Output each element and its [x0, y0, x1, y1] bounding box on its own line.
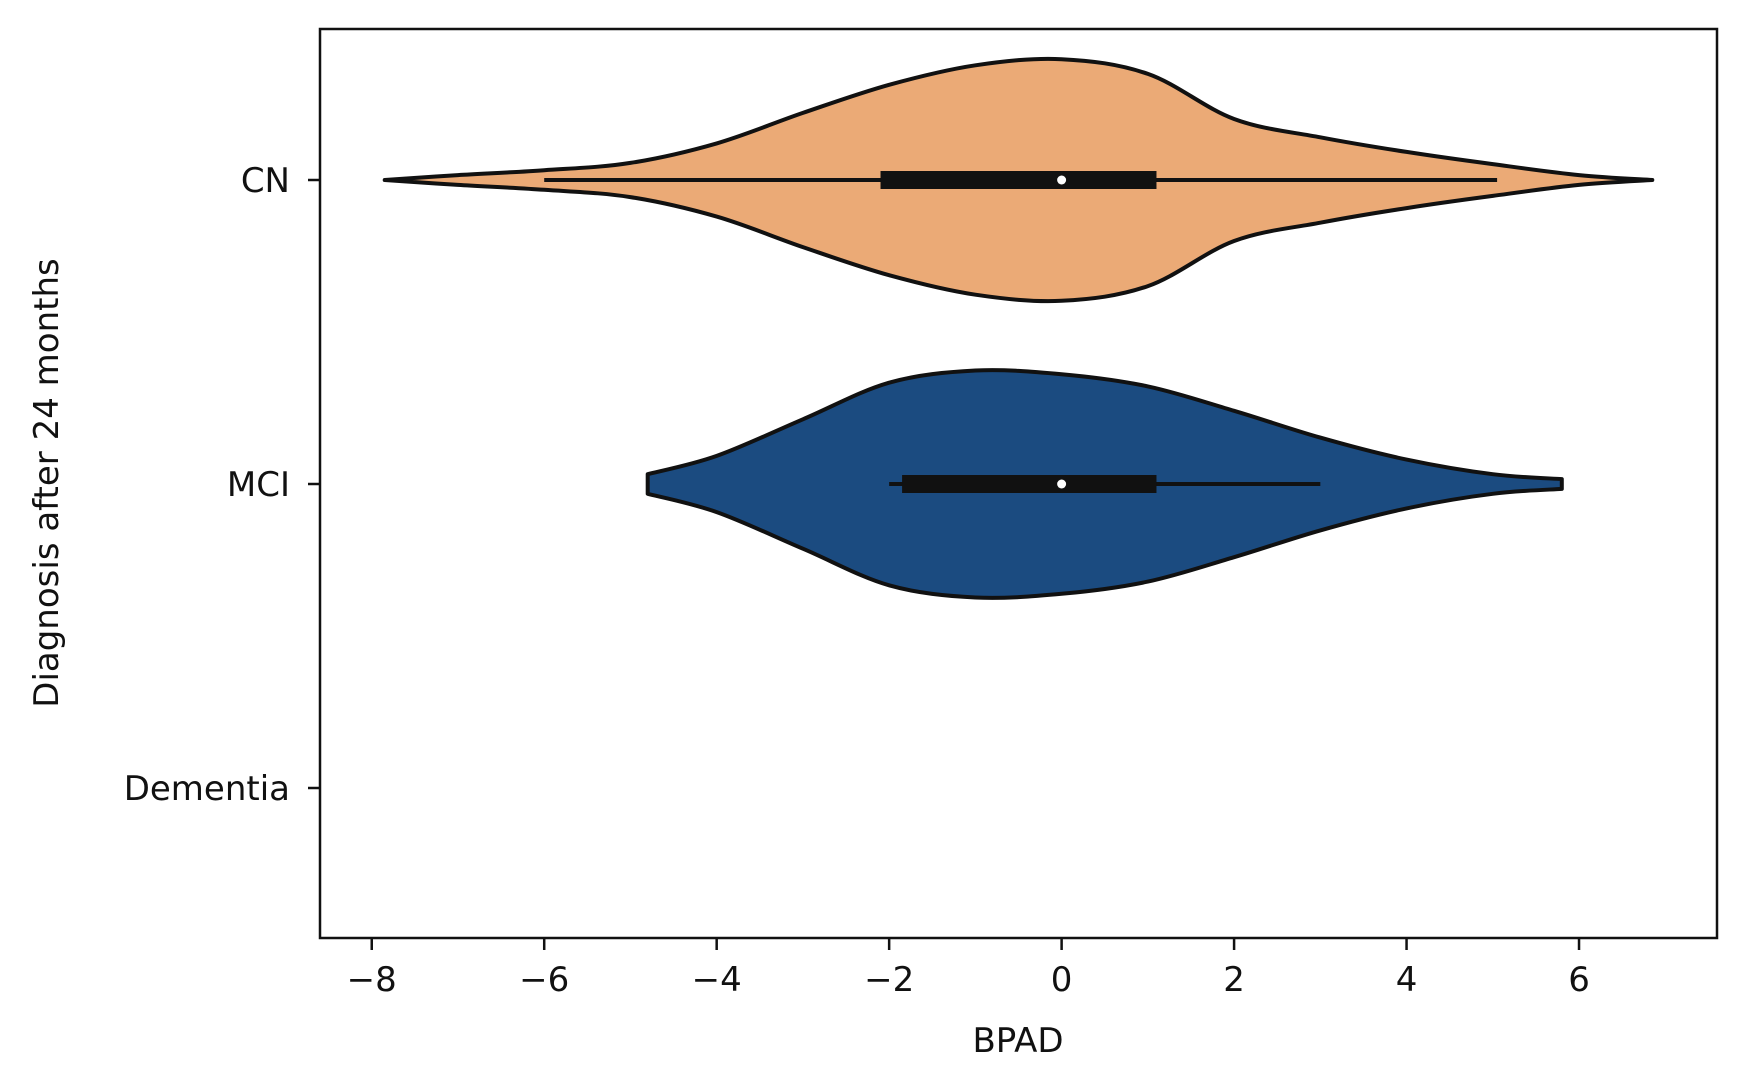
- y-tick-label-cn: CN: [241, 161, 290, 201]
- x-tick-label: 0: [1051, 960, 1073, 1000]
- y-tick-label-mci: MCI: [227, 465, 290, 505]
- iqr-box-mci: [902, 475, 1157, 493]
- x-axis-ticks: −8 −6 −4 −2 0 2 4 6: [347, 938, 1590, 1000]
- median-point-mci: [1057, 479, 1067, 489]
- x-tick-label: −6: [519, 960, 569, 1000]
- y-axis-label: Diagnosis after 24 months: [27, 258, 67, 707]
- x-tick-label: 6: [1568, 960, 1590, 1000]
- x-tick-label: −2: [864, 960, 914, 1000]
- x-tick-label: −4: [692, 960, 742, 1000]
- violin-layer: [382, 56, 1655, 600]
- y-tick-label-dementia: Dementia: [124, 769, 290, 809]
- median-point-cn: [1057, 175, 1067, 185]
- iqr-box-cn: [880, 171, 1157, 189]
- x-tick-label: 2: [1223, 960, 1245, 1000]
- x-tick-label: −8: [347, 960, 397, 1000]
- x-axis-label: BPAD: [972, 1021, 1063, 1061]
- y-axis-ticks: CN MCI Dementia: [124, 161, 320, 809]
- x-tick-label: 4: [1396, 960, 1418, 1000]
